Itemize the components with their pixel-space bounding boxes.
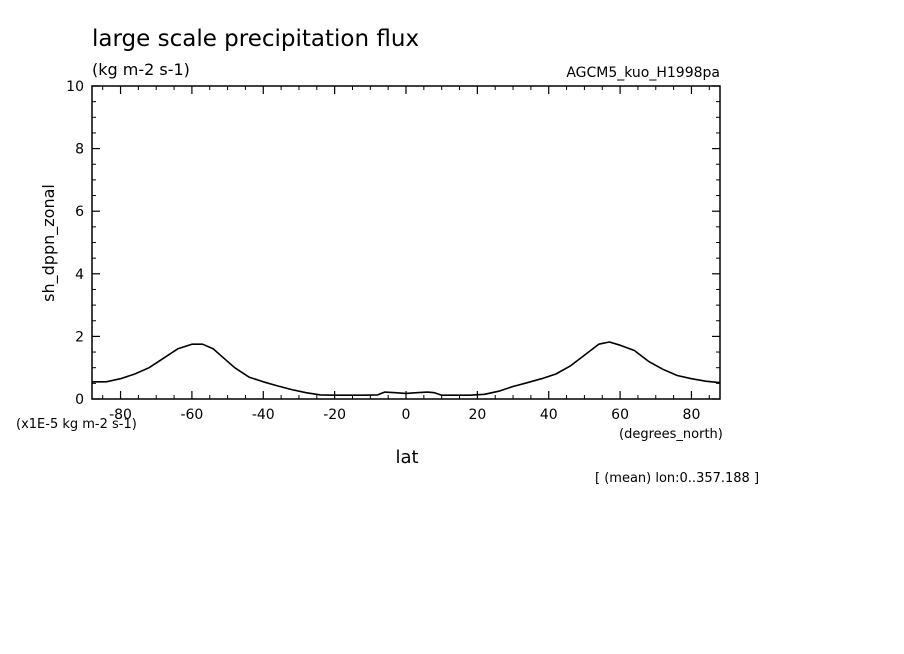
x-tick-label: 40 — [540, 407, 558, 423]
chart-units: (kg m-2 s-1) — [92, 60, 190, 79]
y-tick-label: 4 — [75, 267, 84, 283]
y-tick-label: 10 — [66, 79, 84, 95]
x-axis-label: lat — [395, 447, 418, 468]
x-units-label: (degrees_north) — [619, 427, 723, 442]
series-line — [92, 341, 721, 397]
y-axis-label: sh_dppn_zonal — [39, 184, 59, 302]
y-scale-note: (x1E-5 kg m-2 s-1) — [16, 417, 137, 432]
x-tick-label: 0 — [402, 407, 411, 423]
x-tick-label: 80 — [683, 407, 701, 423]
plot-frame — [91, 85, 721, 400]
x-tick-label: 20 — [468, 407, 486, 423]
y-tick-label: 8 — [75, 142, 84, 158]
dataset-label: AGCM5_kuo_H1998pa — [566, 65, 720, 81]
y-tick-label: 2 — [75, 329, 84, 345]
y-tick-label: 0 — [75, 392, 84, 408]
x-tick-labels: -80 -60 -40 -20 0 20 40 60 80 — [109, 407, 700, 423]
footnote: [ (mean) lon:0..357.188 ] — [595, 471, 759, 486]
x-tick-label: 60 — [611, 407, 629, 423]
y-tick-label: 6 — [75, 204, 84, 220]
x-tick-label: -80 — [109, 407, 132, 423]
series-group — [92, 341, 721, 397]
chart-title: large scale precipitation flux — [92, 26, 419, 52]
x-tick-label: -40 — [252, 407, 275, 423]
y-tick-labels: 0 2 4 6 8 10 — [66, 79, 84, 408]
x-tick-label: -20 — [323, 407, 346, 423]
x-tick-label: -60 — [180, 407, 203, 423]
axis-ticks — [92, 85, 720, 400]
